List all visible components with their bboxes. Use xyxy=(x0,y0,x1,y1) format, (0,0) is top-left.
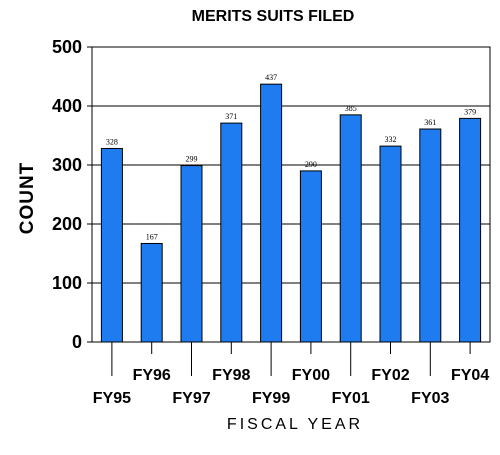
x-tick-label: FY95 xyxy=(93,390,131,407)
x-tick-label: FY99 xyxy=(252,390,290,407)
data-label: 385 xyxy=(345,104,357,113)
data-label: 328 xyxy=(106,137,118,146)
bar-fy95 xyxy=(100,147,123,343)
y-tick-label: 0 xyxy=(72,332,82,352)
bar-fy03 xyxy=(419,128,442,343)
data-label: 371 xyxy=(225,112,237,121)
data-label: 437 xyxy=(265,73,277,82)
data-label: 379 xyxy=(464,107,476,116)
data-label: 332 xyxy=(385,135,397,144)
x-tick-label: FY97 xyxy=(172,390,210,407)
x-tick-label: FY02 xyxy=(371,367,409,384)
bar-fy04 xyxy=(459,117,482,343)
x-tick-label: FY98 xyxy=(212,367,250,384)
y-tick-label: 300 xyxy=(52,155,82,175)
y-axis-label: COUNT xyxy=(17,162,38,235)
data-label: 299 xyxy=(186,155,198,164)
y-tick-label: 400 xyxy=(52,96,82,116)
x-tick-label: FY04 xyxy=(451,367,489,384)
x-tick-label: FY03 xyxy=(411,390,449,407)
y-tick-label: 500 xyxy=(52,37,82,57)
data-label: 167 xyxy=(146,232,158,241)
x-tick-label: FY00 xyxy=(292,367,330,384)
bar-fy02 xyxy=(379,145,402,343)
x-tick-label: FY96 xyxy=(133,367,171,384)
data-label: 361 xyxy=(424,118,436,127)
data-label: 290 xyxy=(305,160,317,169)
bar-fy96 xyxy=(140,242,163,343)
y-tick-label: 100 xyxy=(52,273,82,293)
x-tick-label: FY01 xyxy=(332,390,370,407)
data-labels: 328 167 299 371 437 290 385 332 361 379 xyxy=(106,73,476,241)
bar-fy97 xyxy=(180,165,203,343)
x-axis-label: FISCAL YEAR xyxy=(227,416,363,433)
bar-fy01 xyxy=(339,114,362,343)
bar-fy00 xyxy=(299,170,322,343)
chart-title: MERITS SUITS FILED xyxy=(192,8,355,25)
y-tick-labels: 0 100 200 300 400 500 xyxy=(52,37,82,352)
bar-fy98 xyxy=(220,122,243,343)
bar-fy99 xyxy=(260,83,283,343)
y-tick-label: 200 xyxy=(52,214,82,234)
axes xyxy=(87,46,491,376)
plot-area-border xyxy=(91,46,491,343)
